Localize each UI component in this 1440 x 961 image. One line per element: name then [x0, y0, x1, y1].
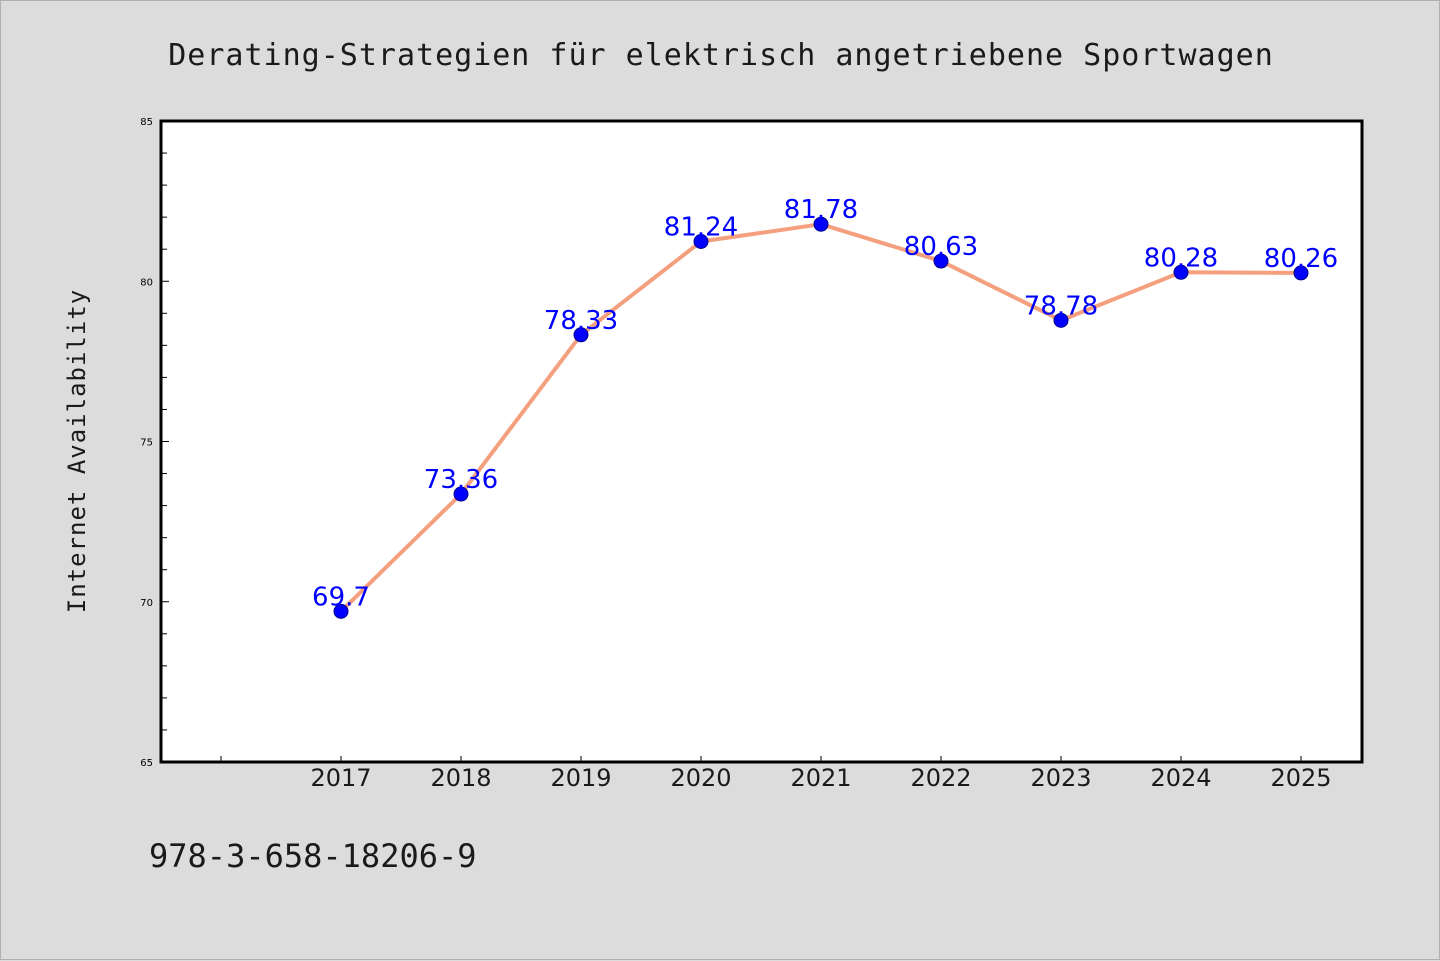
data-label: 69.7	[312, 582, 370, 612]
data-labels: 69.7 73.36 78.33 81.24 81.78 80.63 78.78 80.28 8…	[312, 195, 1338, 612]
data-point	[333, 603, 349, 619]
data-point	[813, 216, 829, 232]
data-label: 81.78	[784, 195, 858, 225]
y-axis: 65 70 75 80 85	[140, 117, 169, 769]
data-point	[1293, 265, 1309, 281]
x-tick-label: 2023	[1030, 764, 1091, 792]
y-axis-label: Internet Availability	[63, 289, 91, 613]
x-tick-label: 2019	[550, 764, 611, 792]
x-tick-label: 2021	[790, 764, 851, 792]
plot-area	[159, 119, 1364, 764]
data-point	[453, 486, 469, 502]
y-tick-label: 80	[140, 277, 153, 288]
data-point	[693, 234, 709, 250]
data-label: 81.24	[664, 213, 738, 243]
x-tick-label: 2025	[1270, 764, 1331, 792]
data-point	[1053, 312, 1069, 328]
y-tick-label: 65	[140, 758, 153, 769]
chart-title: Derating-Strategien für elektrisch anget…	[168, 38, 1274, 73]
data-label: 80.28	[1144, 243, 1218, 273]
x-tick-label: 2024	[1150, 764, 1211, 792]
x-tick-label: 2017	[310, 764, 371, 792]
data-label: 78.33	[544, 306, 618, 336]
data-label: 78.78	[1024, 291, 1098, 321]
data-point	[933, 253, 949, 269]
x-tick-label: 2018	[430, 764, 491, 792]
y-tick-label: 70	[140, 598, 153, 609]
y-tick-label: 85	[140, 117, 153, 128]
data-label: 80.63	[904, 232, 978, 262]
isbn-footer: 978-3-658-18206-9	[149, 837, 477, 875]
x-axis: 2017 2018 2019 2020 2021 2022 2023 2024 2025	[220, 756, 1332, 792]
data-label: 80.26	[1264, 244, 1338, 274]
data-point	[573, 327, 589, 343]
x-tick-label: 2022	[910, 764, 971, 792]
data-point	[1173, 264, 1189, 280]
x-tick-label: 2020	[670, 764, 731, 792]
series	[333, 216, 1309, 619]
y-tick-label: 75	[140, 438, 153, 449]
data-label: 73.36	[424, 465, 498, 495]
